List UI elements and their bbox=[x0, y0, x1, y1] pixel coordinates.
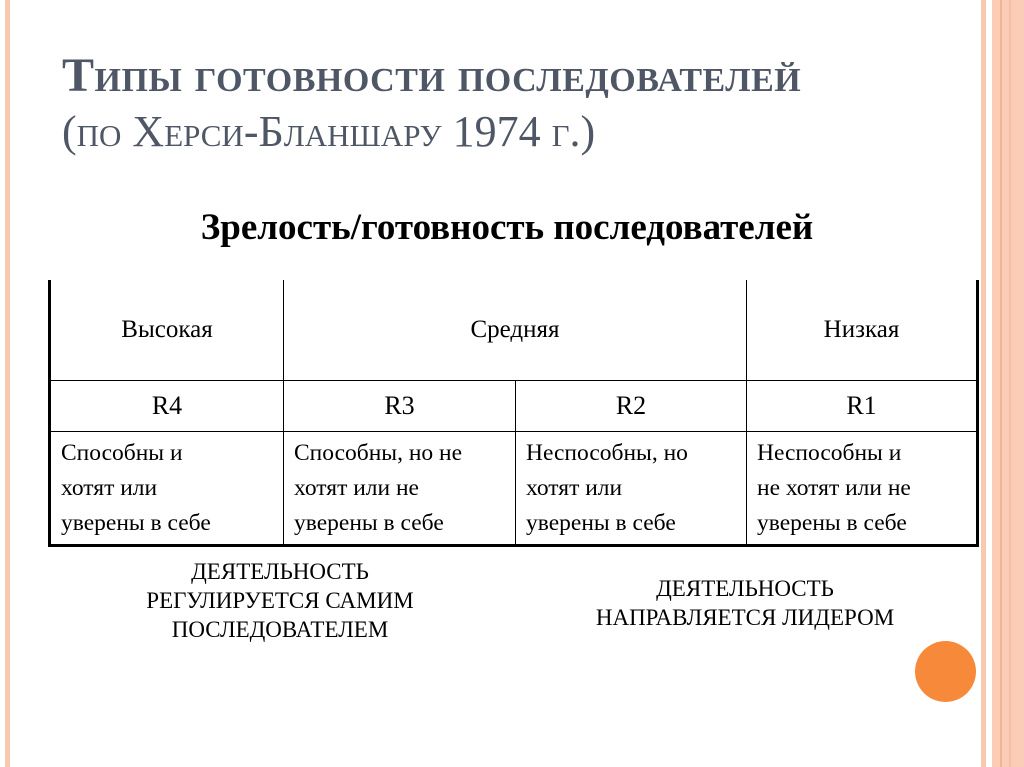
text-line: Неспособны, но bbox=[526, 439, 688, 466]
right-border-band bbox=[992, 0, 1024, 767]
description-r2: Неспособны, но хотят или уверены в себе bbox=[515, 431, 747, 547]
text-line: уверены в себе bbox=[757, 509, 907, 536]
right-border-line bbox=[1000, 0, 1002, 767]
text-line: Способны и bbox=[61, 439, 183, 466]
code-r4: R4 bbox=[48, 380, 284, 432]
text-line: уверены в себе bbox=[526, 509, 676, 536]
readiness-table: Высокая Средняя Низкая R4 R3 R2 R1 Спосо… bbox=[48, 280, 979, 547]
note-line: ПОСЛЕДОВАТЕЛЕМ bbox=[171, 617, 389, 642]
level-high: Высокая bbox=[48, 280, 284, 381]
level-low: Низкая bbox=[746, 280, 979, 381]
text-line: хотят или не bbox=[294, 474, 419, 501]
note-line: ДЕЯТЕЛЬНОСТЬ bbox=[191, 559, 369, 584]
title-line-2: (по Херси-Бланшару 1974 г.) bbox=[62, 107, 596, 156]
note-self-regulated: ДЕЯТЕЛЬНОСТЬ РЕГУЛИРУЕТСЯ САМИМ ПОСЛЕДОВ… bbox=[100, 557, 460, 644]
code-r2: R2 bbox=[515, 380, 747, 432]
note-leader-directed: ДЕЯТЕЛЬНОСТЬ НАПРАВЛЯЕТСЯ ЛИДЕРОМ bbox=[540, 574, 950, 632]
description-r4: Способны и хотят или уверены в себе bbox=[48, 431, 284, 547]
text-line: не хотят или не bbox=[757, 474, 911, 501]
table-heading: Зрелость/готовность последователей bbox=[200, 207, 814, 248]
text-line: Неспособны и bbox=[757, 439, 902, 466]
description-r3: Способны, но не хотят или не уверены в себ… bbox=[283, 431, 516, 547]
note-line: НАПРАВЛЯЕТСЯ ЛИДЕРОМ bbox=[595, 605, 895, 630]
right-border-line bbox=[1009, 0, 1011, 767]
text-line: хотят или bbox=[526, 474, 623, 501]
description-r1: Неспособны и не хотят или не уверены в себ… bbox=[746, 431, 979, 547]
title-line-1: Типы готовности последователей bbox=[62, 49, 802, 102]
decorative-orange-circle bbox=[915, 641, 976, 702]
text-line: Способны, но не bbox=[294, 439, 463, 466]
right-border-stripe bbox=[981, 0, 986, 767]
text-line: уверены в себе bbox=[294, 509, 444, 536]
note-line: ДЕЯТЕЛЬНОСТЬ bbox=[656, 576, 834, 601]
note-line: РЕГУЛИРУЕТСЯ САМИМ bbox=[146, 588, 414, 613]
level-medium: Средняя bbox=[283, 280, 747, 381]
code-r1: R1 bbox=[746, 380, 979, 432]
slide-title: Типы готовности последователей (по Херси… bbox=[62, 48, 801, 160]
code-r3: R3 bbox=[283, 380, 516, 432]
left-border-stripe bbox=[5, 0, 10, 767]
text-line: хотят или bbox=[61, 474, 158, 501]
text-line: уверены в себе bbox=[61, 509, 211, 536]
